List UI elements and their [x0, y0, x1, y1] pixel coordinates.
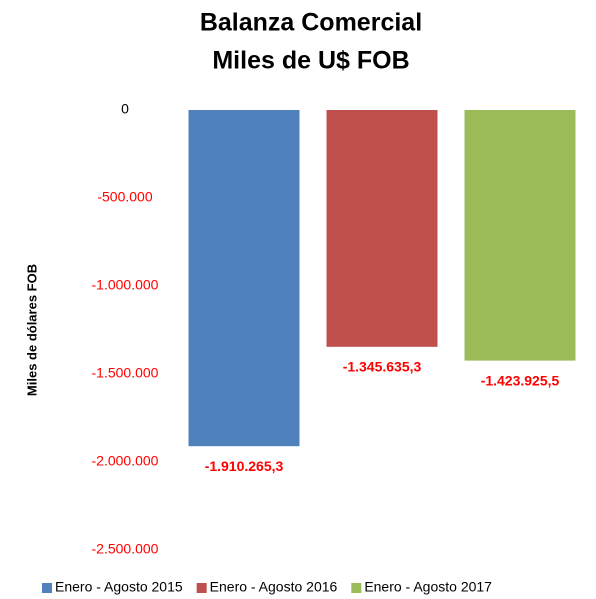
y-tick-label: -1.500.000 [92, 365, 159, 381]
chart-title: Balanza Comercial [200, 9, 422, 37]
legend-label: Enero - Agosto 2016 [210, 579, 338, 595]
y-axis-label: Miles de dólares FOB [24, 264, 39, 396]
bar [464, 110, 576, 361]
y-tick-label: -2.000.000 [92, 453, 159, 469]
y-tick-label: -500.000 [97, 189, 152, 205]
legend-swatch [351, 583, 362, 593]
y-tick-label: -2.500.000 [92, 541, 159, 557]
legend-swatch [196, 583, 207, 593]
legend-swatch [42, 583, 52, 593]
y-tick-label: 0 [121, 101, 129, 117]
legend-label: Enero - Agosto 2017 [364, 579, 492, 595]
value-label: -1.910.265,3 [205, 458, 284, 474]
bar [188, 110, 300, 447]
y-tick-label: -1.000.000 [92, 277, 159, 293]
value-label: -1.423.925,5 [481, 372, 560, 388]
value-label: -1.345.635,3 [343, 359, 422, 375]
legend-label: Enero - Agosto 2015 [55, 579, 183, 595]
bar [326, 110, 438, 347]
chart-subtitle: Miles de U$ FOB [212, 47, 409, 75]
